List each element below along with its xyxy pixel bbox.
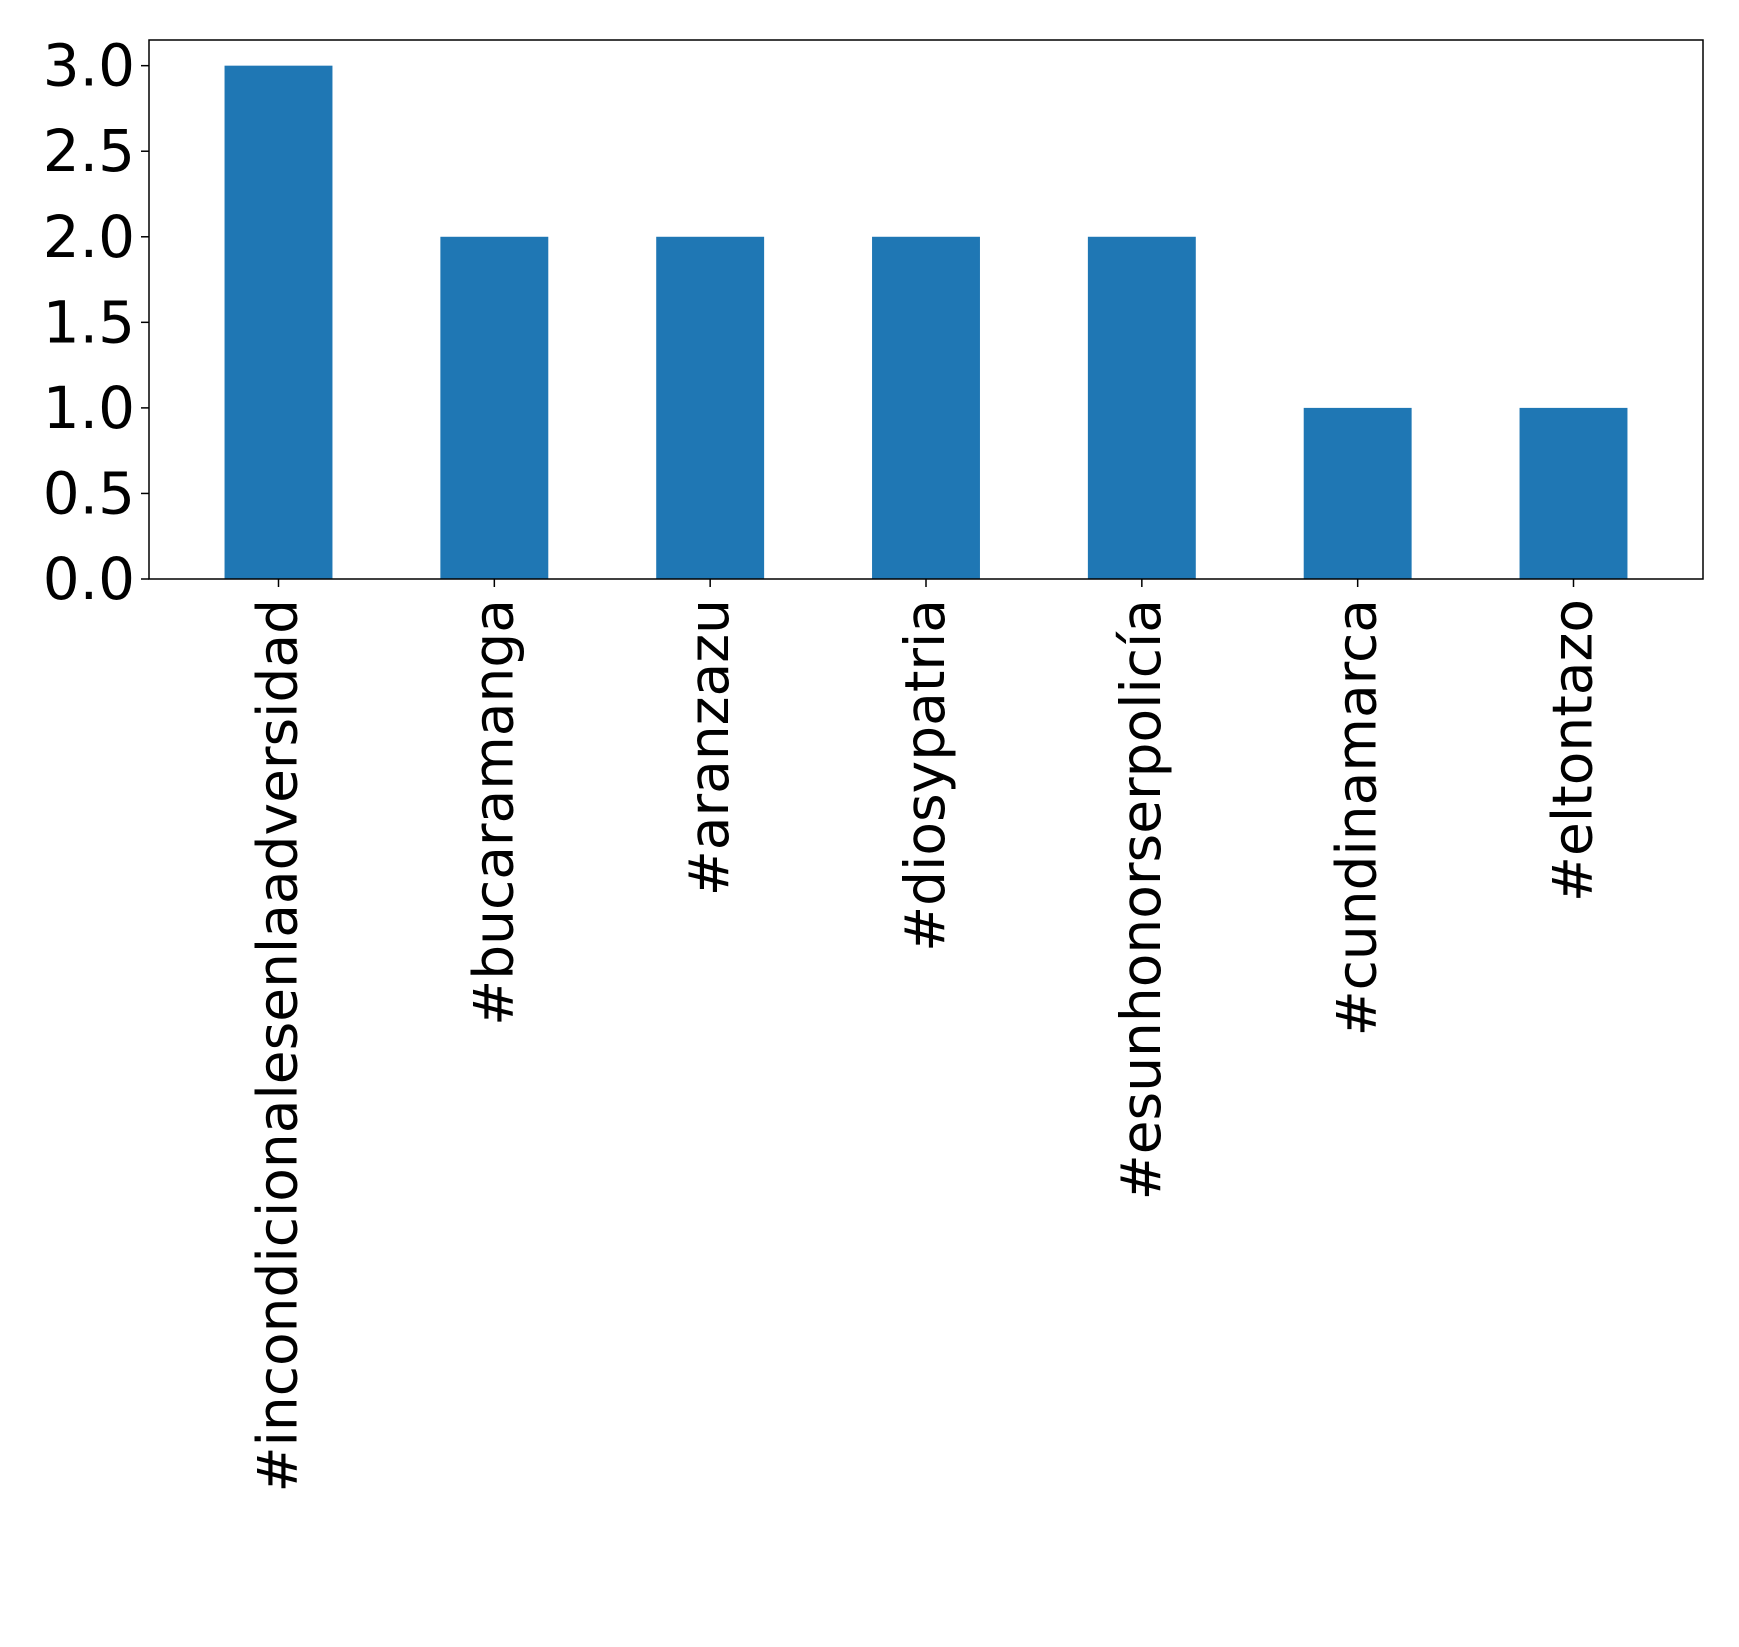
x-tick-label-5: #cundinamarca xyxy=(1325,599,1389,1036)
y-tick-label-1: 0.5 xyxy=(43,459,135,527)
bar-1 xyxy=(440,236,549,579)
x-tick-label-2: #aranzazu xyxy=(677,599,741,896)
y-tick-label-4: 2.0 xyxy=(43,203,135,271)
y-tick-label-2: 1.0 xyxy=(43,374,135,442)
y-tick-label-3: 1.5 xyxy=(43,288,135,356)
x-tick-label-6: #eltontazo xyxy=(1541,599,1605,902)
x-tick-label-1: #bucaramanga xyxy=(461,599,525,1026)
bar-2 xyxy=(656,236,765,579)
y-tick-label-0: 0.0 xyxy=(43,545,135,613)
y-tick-label-6: 3.0 xyxy=(43,32,135,100)
y-tick-label-5: 2.5 xyxy=(43,117,135,185)
x-tick-label-3: #diosypatria xyxy=(893,599,957,952)
bar-5 xyxy=(1303,407,1412,579)
x-tick-label-0: #incondicionalesenlaadversidad xyxy=(246,599,310,1492)
bar-0 xyxy=(224,65,333,579)
x-tick-label-4: #esunhonorserpolicía xyxy=(1109,599,1173,1200)
bar-6 xyxy=(1519,407,1628,579)
bar-4 xyxy=(1087,236,1196,579)
bar-3 xyxy=(872,236,980,579)
bars-layer xyxy=(224,65,1628,579)
y-axis: 0.0 0.5 1.0 1.5 2.0 2.5 3.0 xyxy=(43,32,149,613)
plot-frame xyxy=(148,39,1704,580)
x-axis: #incondicionalesenlaadversidad #bucaraman… xyxy=(246,579,1605,1492)
